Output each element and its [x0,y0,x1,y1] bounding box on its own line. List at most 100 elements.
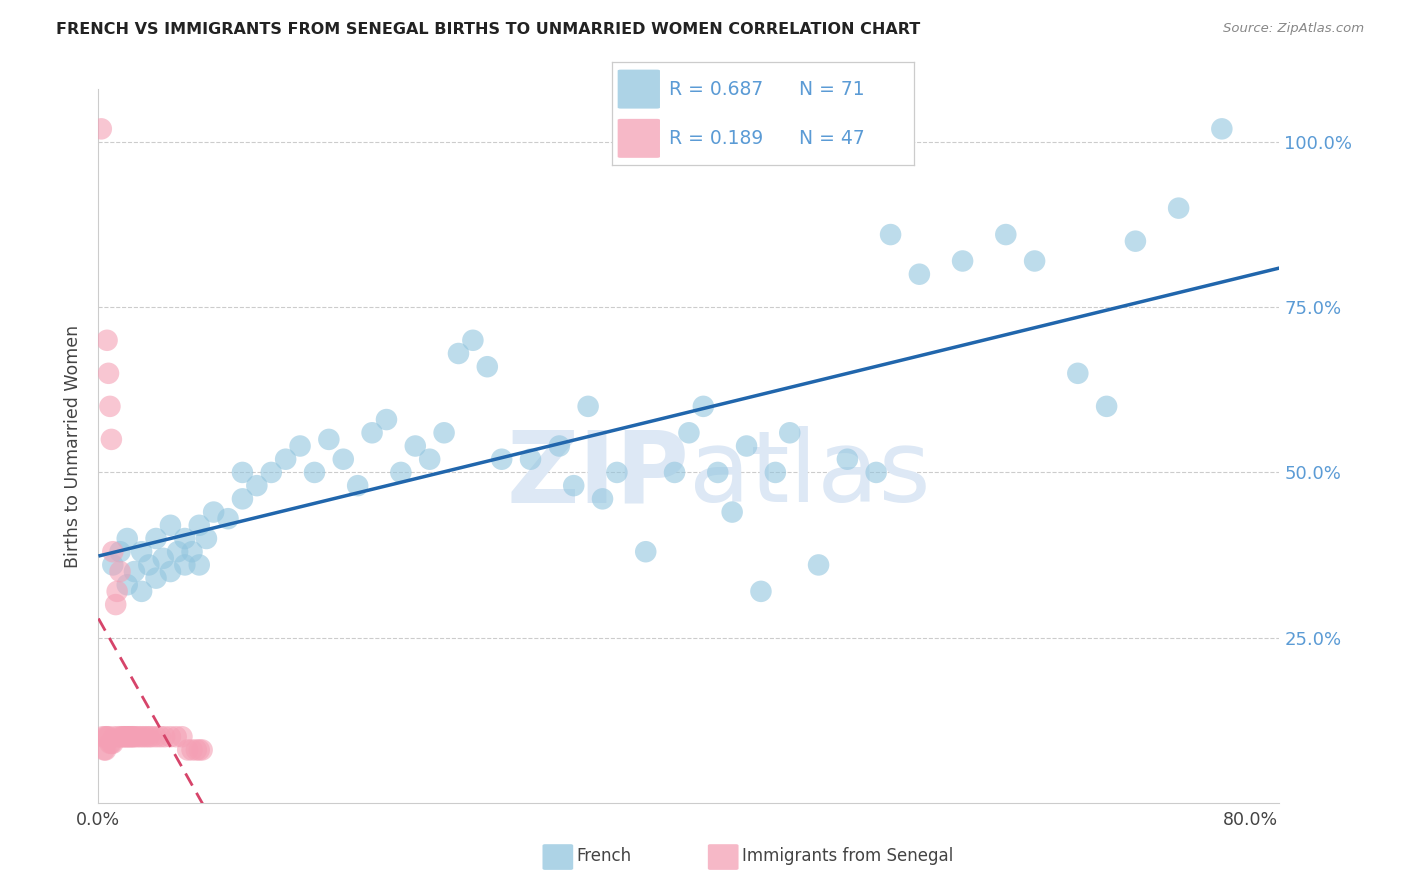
Point [634,545,657,559]
Point [97,730,120,744]
Text: French: French [576,847,631,865]
Point [98,736,121,750]
Point [186,743,208,757]
Point [1167,201,1189,215]
Point [114,730,136,744]
Point [181,743,204,757]
Point [477,359,499,374]
Point [1211,121,1233,136]
Point [170,730,193,744]
Point [145,730,167,744]
Point [952,254,974,268]
Point [763,466,786,480]
Point [135,730,157,744]
Point [93,743,115,757]
Point [108,565,131,579]
Point [138,730,160,744]
Point [304,466,326,480]
FancyBboxPatch shape [617,70,659,109]
Point [404,439,426,453]
Point [779,425,801,440]
Point [124,730,146,744]
Point [105,584,128,599]
Point [110,730,132,744]
Point [100,433,122,447]
Point [149,730,172,744]
Point [592,491,614,506]
Point [94,730,117,744]
Point [145,532,167,546]
Point [562,478,585,492]
Point [108,545,131,559]
Point [90,121,112,136]
Point [217,511,239,525]
Point [606,466,628,480]
Y-axis label: Births to Unmarried Women: Births to Unmarried Women [65,325,83,567]
Point [115,532,138,546]
Point [188,558,211,572]
Point [332,452,354,467]
Point [104,598,127,612]
FancyBboxPatch shape [617,119,659,158]
Point [274,452,297,467]
Point [181,545,204,559]
Point [115,730,138,744]
Text: N = 71: N = 71 [799,79,865,99]
Point [260,466,283,480]
Point [231,466,253,480]
Point [127,730,149,744]
Point [132,730,155,744]
Point [664,466,686,480]
FancyBboxPatch shape [543,844,574,870]
Point [461,333,484,347]
Point [807,558,830,572]
Point [1125,234,1147,248]
Text: N = 47: N = 47 [799,128,865,148]
Point [97,367,120,381]
Point [361,425,384,440]
Point [94,743,117,757]
Point [91,730,114,744]
Point [112,730,135,744]
Point [721,505,744,519]
Point [548,439,571,453]
Point [419,452,441,467]
Point [288,439,311,453]
Point [96,333,118,347]
Point [191,743,214,757]
Point [246,478,269,492]
Point [166,545,188,559]
Point [96,730,118,744]
Point [433,425,456,440]
Point [735,439,758,453]
Point [389,466,412,480]
Point [101,545,124,559]
Text: Source: ZipAtlas.com: Source: ZipAtlas.com [1223,22,1364,36]
Point [491,452,513,467]
Point [173,558,195,572]
FancyBboxPatch shape [707,844,738,870]
Point [375,412,398,426]
Point [1024,254,1046,268]
Point [159,518,181,533]
Point [129,730,152,744]
Point [519,452,541,467]
Point [120,730,142,744]
Point [576,400,599,414]
Text: Immigrants from Senegal: Immigrants from Senegal [742,847,953,865]
Point [101,736,124,750]
Point [1095,400,1118,414]
Text: FRENCH VS IMMIGRANTS FROM SENEGAL BIRTHS TO UNMARRIED WOMEN CORRELATION CHART: FRENCH VS IMMIGRANTS FROM SENEGAL BIRTHS… [56,22,921,37]
Point [159,565,181,579]
Point [346,478,368,492]
Point [692,400,714,414]
Point [122,730,145,744]
Point [107,730,129,744]
Point [195,532,218,546]
Point [103,730,125,744]
Point [749,584,772,599]
Point [141,730,163,744]
Point [706,466,728,480]
Point [188,518,211,533]
Point [101,558,124,572]
